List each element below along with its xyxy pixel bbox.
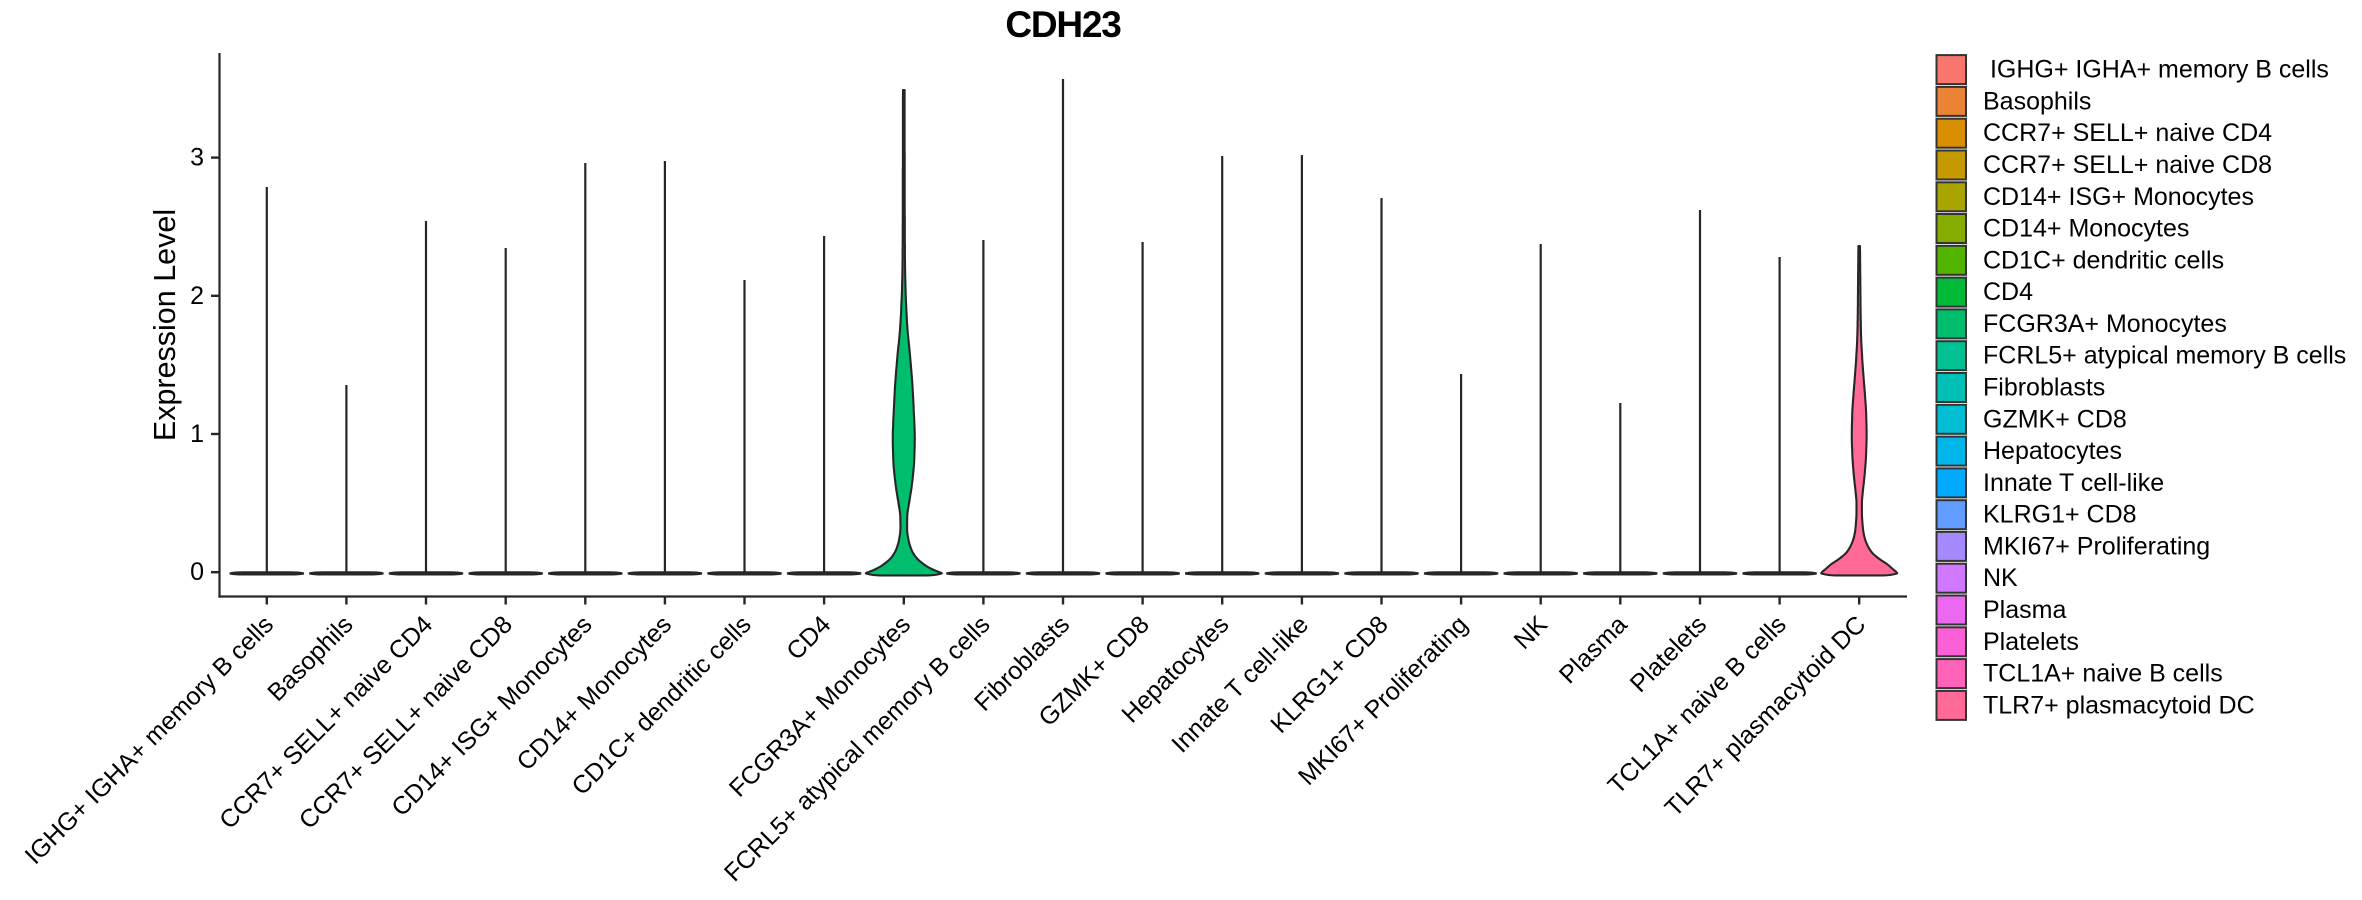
- svg-text:Basophils: Basophils: [1983, 87, 2091, 115]
- svg-text:0: 0: [190, 558, 204, 586]
- svg-text:Expression Level: Expression Level: [148, 209, 182, 441]
- svg-text:FCRL5+ atypical memory B cells: FCRL5+ atypical memory B cells: [1983, 342, 2346, 370]
- svg-text:NK: NK: [1983, 564, 2018, 592]
- svg-text:Plasma: Plasma: [1983, 596, 2066, 624]
- svg-text:CDH23: CDH23: [1005, 4, 1121, 45]
- svg-text:KLRG1+ CD8: KLRG1+ CD8: [1983, 501, 2137, 529]
- svg-text:TLR7+ plasmacytoid DC: TLR7+ plasmacytoid DC: [1983, 691, 2255, 719]
- svg-text:2: 2: [190, 282, 204, 310]
- svg-text:Platelets: Platelets: [1983, 628, 2079, 656]
- svg-text:CCR7+ SELL+ naive CD8: CCR7+ SELL+ naive CD8: [1983, 151, 2272, 179]
- svg-text:Fibroblasts: Fibroblasts: [1983, 374, 2105, 402]
- svg-text:TCL1A+ naive B cells: TCL1A+ naive B cells: [1983, 660, 2223, 688]
- svg-text:FCGR3A+ Monocytes: FCGR3A+ Monocytes: [1983, 310, 2227, 338]
- svg-text:CD1C+ dendritic cells: CD1C+ dendritic cells: [1983, 246, 2224, 274]
- svg-text:GZMK+ CD8: GZMK+ CD8: [1983, 405, 2127, 433]
- svg-text:Innate T cell-like: Innate T cell-like: [1983, 469, 2164, 497]
- svg-text:3: 3: [190, 144, 204, 172]
- svg-text:IGHG+ IGHA+ memory B cells: IGHG+ IGHA+ memory B cells: [1983, 56, 2329, 84]
- svg-text:CD4: CD4: [1983, 278, 2033, 306]
- svg-text:Hepatocytes: Hepatocytes: [1983, 437, 2122, 465]
- svg-text:CD14+ Monocytes: CD14+ Monocytes: [1983, 215, 2189, 243]
- svg-text:MKI67+ Proliferating: MKI67+ Proliferating: [1983, 532, 2210, 560]
- svg-text:CCR7+ SELL+ naive CD4: CCR7+ SELL+ naive CD4: [1983, 119, 2272, 147]
- svg-text:1: 1: [190, 420, 204, 448]
- svg-text:CD14+ ISG+ Monocytes: CD14+ ISG+ Monocytes: [1983, 183, 2254, 211]
